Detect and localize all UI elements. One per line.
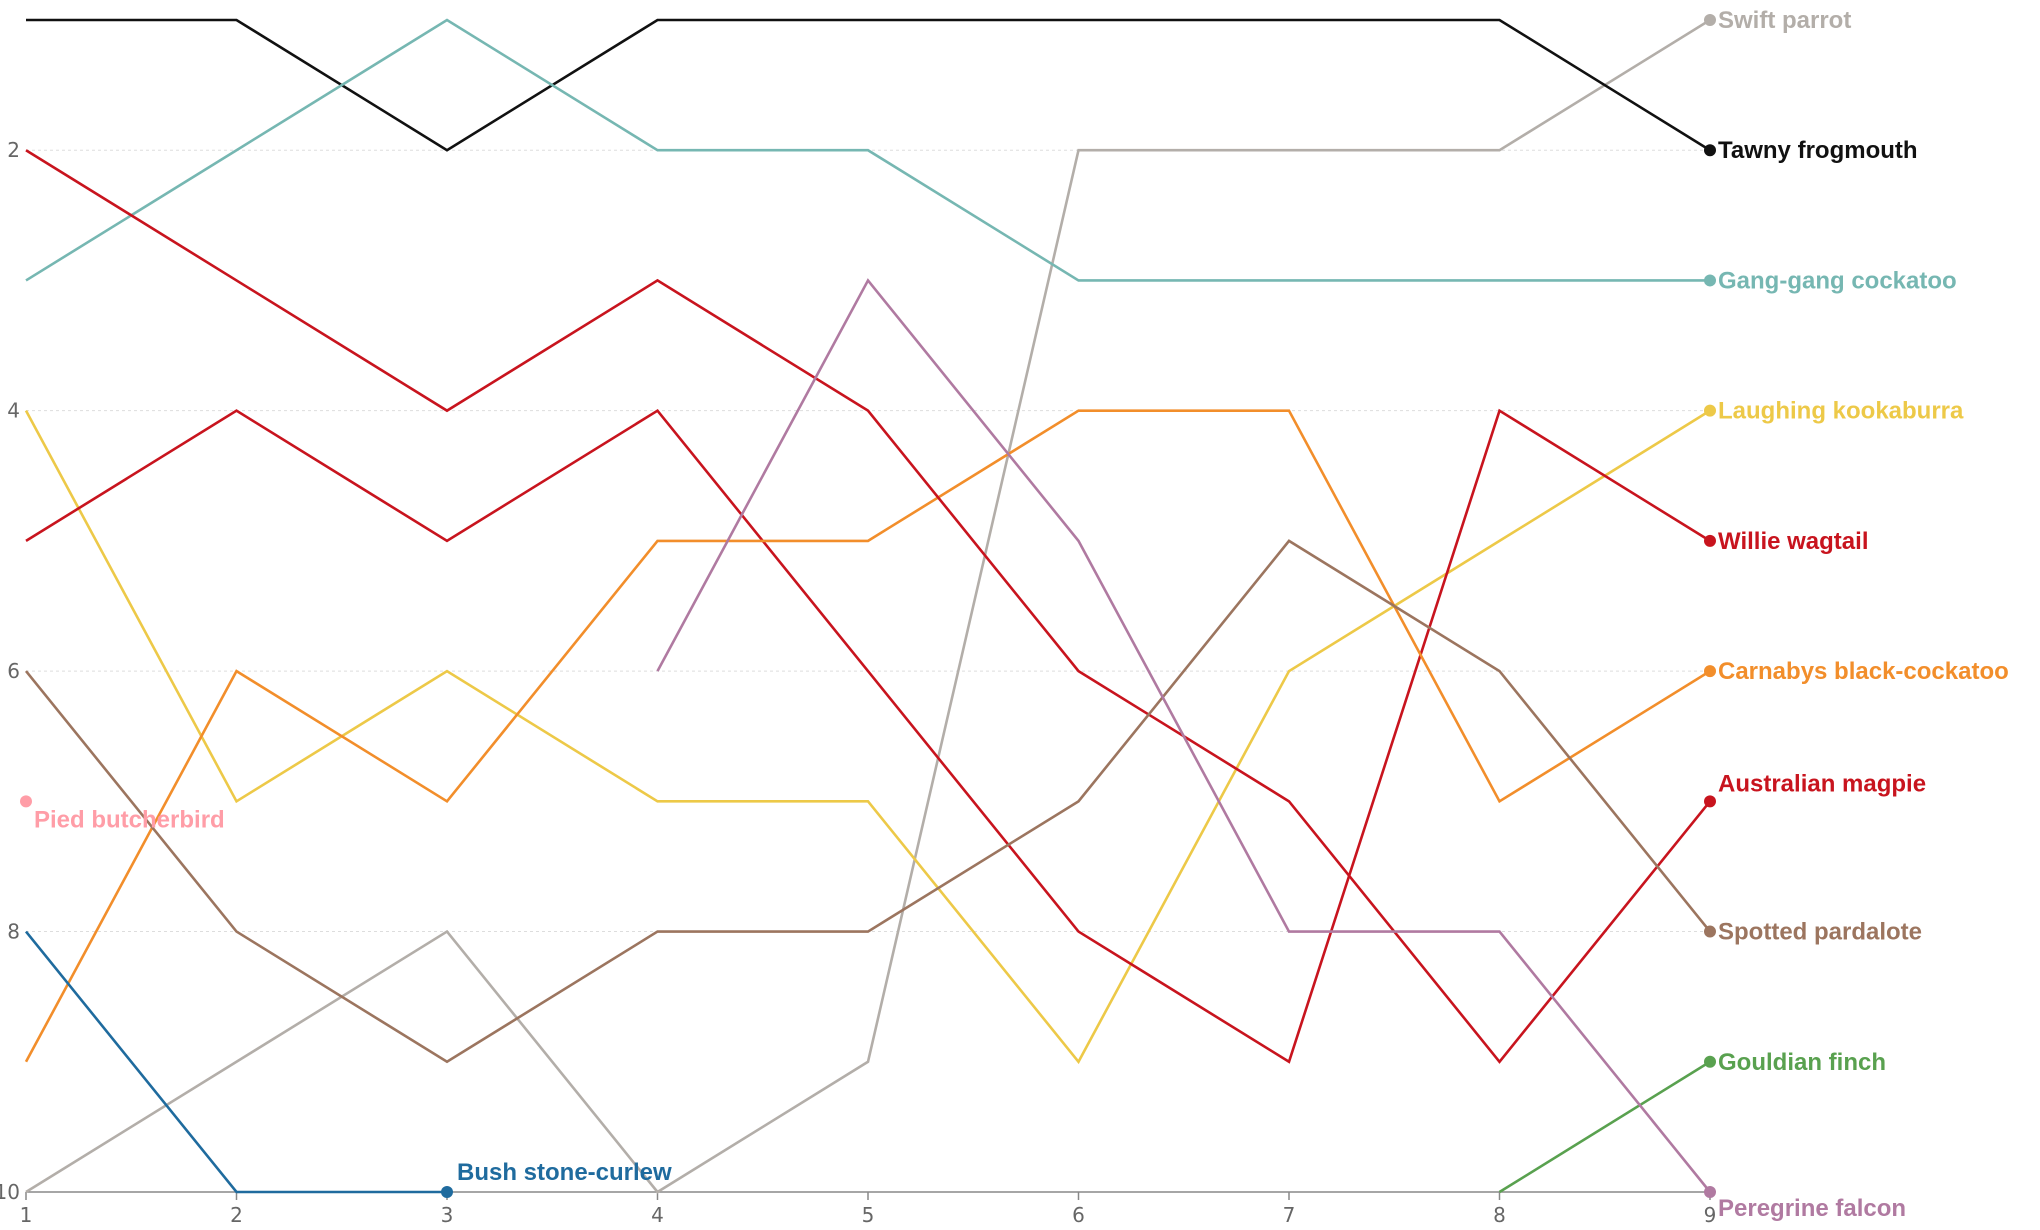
- x-tick-label: 1: [20, 1203, 33, 1227]
- x-tick-label: 4: [651, 1203, 664, 1227]
- end-point-gang-gang-cockatoo: [1704, 274, 1716, 287]
- series-line-gouldian-finch: [1498, 1060, 1711, 1194]
- series-labels: Swift parrot Tawny frogmouth Gang-gang coc…: [34, 7, 2009, 1222]
- series-line-gang-gang-cockatoo: [25, 18, 1710, 282]
- end-point-swift-parrot: [1704, 14, 1716, 26]
- series-label-spotted-pardalote: Spotted pardalote: [1718, 919, 1922, 946]
- y-tick-label: 8: [7, 920, 20, 944]
- x-tick-label: 6: [1072, 1203, 1085, 1227]
- series-line-spotted-pardalote: [24, 539, 1712, 1064]
- end-point-bush-stone-curlew: [441, 1186, 453, 1198]
- x-tick-label: 7: [1283, 1203, 1296, 1227]
- series-line-australian-magpie: [25, 149, 1712, 1064]
- series-line-carnabys-black-cockatoo: [24, 409, 1711, 1063]
- x-tick-label: 9: [1704, 1203, 1717, 1227]
- series-label-laughing-kookaburra: Laughing kookaburra: [1718, 398, 1964, 425]
- series-label-carnabys-black-cockatoo: Carnabys black-cockatoo: [1718, 658, 2009, 685]
- end-point-spotted-pardalote: [1704, 925, 1716, 938]
- x-tick-label: 5: [862, 1203, 875, 1227]
- series-label-tawny-frogmouth: Tawny frogmouth: [1718, 137, 1918, 164]
- end-point-willie-wagtail: [1704, 534, 1716, 547]
- series-line-swift-parrot: [25, 18, 1711, 1194]
- end-point-laughing-kookaburra: [1704, 404, 1716, 417]
- series-label-willie-wagtail: Willie wagtail: [1718, 528, 1868, 555]
- series-line-willie-wagtail: [25, 408, 1711, 1064]
- series-label-peregrine-falcon: Peregrine falcon: [1718, 1195, 1906, 1222]
- series-label-swift-parrot: Swift parrot: [1718, 7, 1851, 34]
- series-label-gang-gang-cockatoo: Gang-gang cockatoo: [1718, 267, 1957, 294]
- end-point-australian-magpie: [1704, 795, 1716, 808]
- series-label-bush-stone-curlew: Bush stone-curlew: [457, 1159, 672, 1186]
- x-tick-label: 2: [230, 1203, 243, 1227]
- y-tick-label: 4: [7, 399, 20, 423]
- y-tick-label: 2: [7, 138, 20, 162]
- series-lines: [20, 14, 1716, 1198]
- series-line-tawny-frogmouth: [26, 18, 1711, 152]
- x-tick-label: 3: [441, 1203, 454, 1227]
- x-tick-label: 8: [1493, 1203, 1506, 1227]
- y-tick-label: 10: [0, 1180, 20, 1204]
- end-point-pied-butcherbird: [20, 795, 32, 808]
- end-point-carnabys-black-cockatoo: [1704, 665, 1716, 678]
- series-line-peregrine-falcon: [656, 278, 1712, 1193]
- series-line-bush-stone-curlew: [24, 930, 447, 1194]
- end-point-gouldian-finch: [1704, 1055, 1716, 1068]
- series-label-gouldian-finch: Gouldian finch: [1718, 1049, 1886, 1076]
- y-tick-label: 6: [7, 659, 20, 683]
- series-label-pied-butcherbird: Pied butcherbird: [34, 806, 225, 833]
- series-label-australian-magpie: Australian magpie: [1718, 770, 1926, 797]
- series-line-laughing-kookaburra: [24, 409, 1711, 1065]
- end-point-tawny-frogmouth: [1704, 144, 1716, 157]
- end-point-peregrine-falcon: [1704, 1186, 1716, 1198]
